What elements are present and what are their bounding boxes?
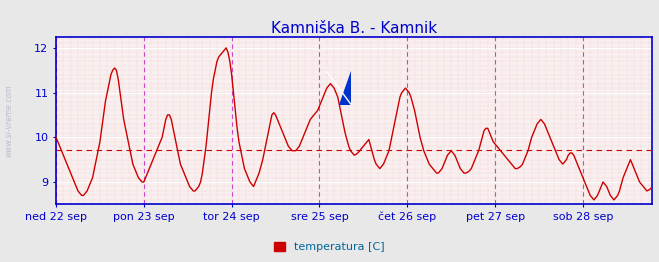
Legend: temperatura [C]: temperatura [C]: [270, 237, 389, 256]
Text: www.si-vreme.com: www.si-vreme.com: [4, 84, 13, 157]
Title: Kamniška B. - Kamnik: Kamniška B. - Kamnik: [271, 20, 438, 36]
Polygon shape: [339, 71, 351, 105]
